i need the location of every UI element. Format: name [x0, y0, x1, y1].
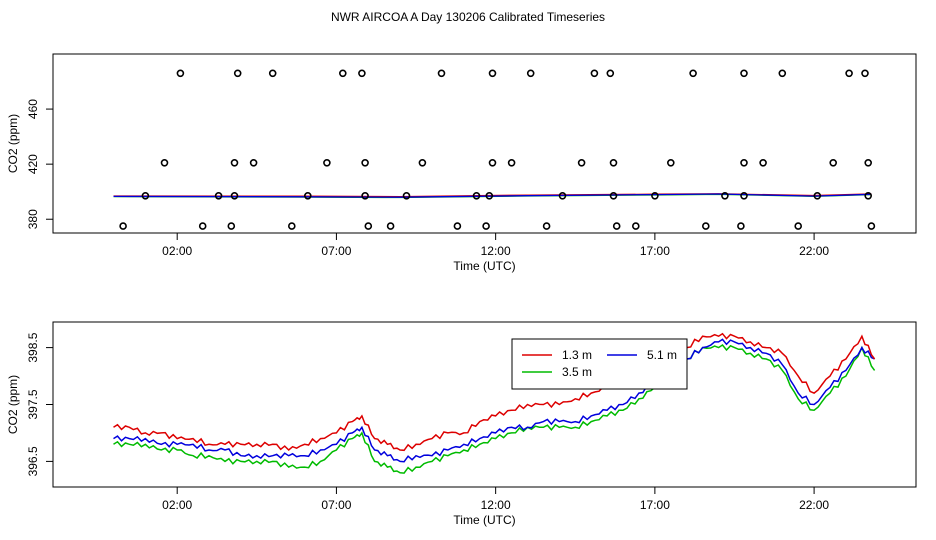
x-axis-title: Time (UTC)	[453, 259, 515, 273]
scatter-point	[867, 222, 876, 230]
scatter-point	[794, 222, 803, 230]
y-tick-label: 380	[26, 209, 40, 229]
scatter-point	[482, 222, 490, 230]
scatter-point	[214, 192, 223, 200]
scatter-point	[864, 159, 873, 167]
scatter-point	[338, 69, 347, 78]
x-tick-label: 02:00	[162, 244, 192, 258]
scatter-point	[358, 69, 366, 78]
scatter-point	[845, 69, 853, 78]
scatter-point	[631, 222, 640, 230]
scatter-point	[364, 222, 373, 230]
y-axis-title: CO2 (ppm)	[6, 375, 20, 434]
scatter-point	[861, 69, 869, 78]
scatter-point	[227, 222, 236, 230]
legend-box	[511, 338, 688, 390]
scatter-point	[303, 192, 312, 200]
legend: 1.3 m 5.1 m 3.5 m	[511, 338, 688, 390]
scatter-point	[829, 159, 838, 167]
scatter-point	[612, 222, 621, 230]
series-line-5-1-m	[113, 338, 875, 463]
y-tick-label: 396.5	[26, 446, 40, 476]
plot-frame	[52, 321, 917, 488]
scatter-point	[590, 69, 599, 78]
x-tick-label: 02:00	[162, 498, 192, 512]
legend-label: 3.5 m	[562, 365, 592, 379]
y-axis-title: CO2 (ppm)	[6, 114, 20, 173]
x-tick-label: 07:00	[321, 498, 351, 512]
scatter-point	[577, 159, 586, 167]
scatter-point	[740, 69, 748, 78]
scatter-point	[418, 159, 427, 167]
scatter-point	[119, 222, 127, 230]
scatter-point	[488, 69, 497, 78]
scatter-point	[737, 222, 745, 230]
series-line-1-3-m	[113, 332, 876, 452]
scatter-point	[609, 192, 618, 200]
scatter-point	[740, 192, 748, 200]
scatter-point	[141, 192, 150, 200]
scatter-point	[361, 159, 369, 167]
scatter-point	[542, 222, 551, 230]
x-tick-label: 12:00	[481, 498, 511, 512]
x-tick-label: 12:00	[481, 244, 511, 258]
scatter-point	[176, 69, 185, 78]
scatter-point	[740, 159, 748, 167]
scatter-point	[249, 159, 258, 167]
scatter-point	[488, 159, 497, 167]
scatter-point	[402, 192, 411, 200]
x-tick-label: 22:00	[799, 498, 829, 512]
plot-frame	[52, 53, 917, 234]
scatter-point	[230, 159, 239, 167]
scatter-point	[701, 222, 710, 230]
bottom-panel: 02:00 07:00 12:00 17:00 22:00 Time (UTC) 396.5…	[6, 321, 917, 527]
scatter-point	[472, 192, 481, 200]
scatter-point	[778, 69, 787, 78]
y-tick-label: 398.5	[26, 332, 40, 362]
scatter-point	[485, 192, 494, 200]
x-tick-label: 17:00	[640, 244, 670, 258]
scatter-point	[386, 222, 395, 230]
legend-label: 1.3 m	[562, 348, 592, 362]
y-tick-label: 460	[26, 99, 40, 119]
scatter-point	[361, 192, 369, 200]
scatter-point	[287, 222, 296, 230]
scatter-point	[233, 69, 242, 78]
scatter-point	[437, 69, 446, 78]
scatter-point	[666, 159, 675, 167]
scatter-point	[721, 192, 729, 200]
scatter-point	[323, 159, 331, 167]
scatter-point	[759, 159, 767, 167]
scatter-point	[864, 192, 873, 200]
x-axis-title: Time (UTC)	[453, 513, 515, 527]
top-series-line	[113, 193, 872, 198]
scatter-point	[689, 69, 697, 78]
y-tick-label: 397.5	[26, 389, 40, 419]
x-tick-label: 17:00	[640, 498, 670, 512]
scatter-point	[813, 192, 822, 200]
scatter-point	[558, 192, 567, 200]
scatter-point	[160, 159, 169, 167]
scatter-point	[606, 69, 615, 78]
scatter-point	[230, 192, 239, 200]
scatter-point	[507, 159, 516, 167]
series-line-3-5-m	[113, 343, 876, 474]
scatter-point	[453, 222, 462, 230]
x-tick-label: 22:00	[799, 244, 829, 258]
scatter-point	[268, 69, 277, 78]
x-tick-label: 07:00	[321, 244, 351, 258]
chart-title: NWR AIRCOA A Day 130206 Calibrated Times…	[331, 10, 605, 24]
legend-label: 5.1 m	[647, 348, 677, 362]
scatter-point	[609, 159, 618, 167]
scatter-point	[526, 69, 535, 78]
top-panel: 02:00 07:00 12:00 17:00 22:00 Time (UTC) 380 42…	[6, 53, 917, 273]
scatter-point	[651, 192, 659, 200]
y-tick-label: 420	[26, 154, 40, 174]
scatter-point	[198, 222, 207, 230]
